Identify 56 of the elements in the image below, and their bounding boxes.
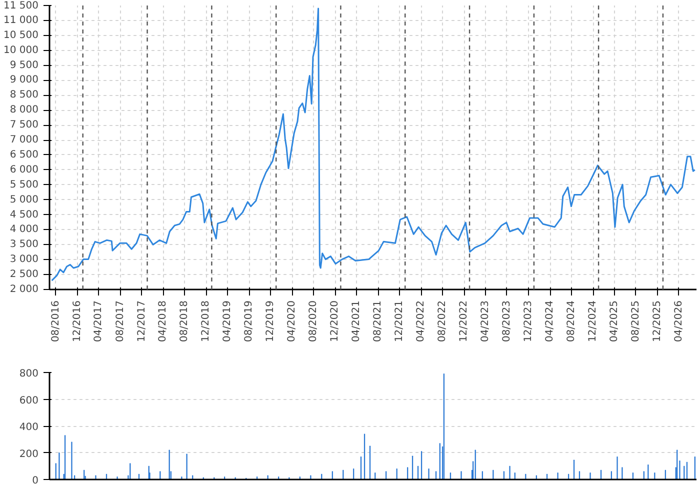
y-tick-label: 6 500 (10, 149, 39, 160)
x-tick-label: 04/2019 (222, 300, 234, 342)
y-tick-label: 800 (19, 368, 39, 380)
x-tick-label: 08/2024 (566, 300, 578, 342)
x-tick-label: 12/2017 (136, 300, 148, 342)
x-tick-label: 12/2021 (394, 300, 406, 342)
x-tick-label: 04/2023 (480, 300, 491, 342)
y-tick-label: 0 (32, 476, 39, 486)
x-tick-label: 08/2019 (244, 300, 255, 342)
x-tick-label: 08/2018 (179, 300, 190, 342)
x-tick-label: 04/2020 (286, 300, 298, 342)
x-tick-label: 12/2020 (330, 300, 341, 342)
y-tick-label: 600 (19, 395, 39, 406)
y-tick-label: 6 000 (10, 164, 39, 176)
y-tick-label: 3 000 (10, 254, 39, 266)
y-tick-label: 4 500 (10, 209, 39, 220)
x-tick-label: 12/2025 (652, 300, 663, 342)
x-tick-label: 08/2020 (308, 300, 320, 342)
x-tick-label: 12/2016 (72, 300, 83, 342)
x-tick-label: 04/2024 (544, 300, 556, 342)
y-tick-label: 9 500 (10, 60, 39, 71)
x-tick-label: 04/2021 (351, 300, 362, 342)
x-tick-label: 12/2023 (522, 300, 534, 342)
y-tick-label: 400 (19, 422, 39, 433)
x-tick-label: 12/2019 (265, 300, 276, 342)
x-tick-label: 08/2022 (437, 300, 448, 342)
x-tick-label: 08/2023 (501, 300, 512, 342)
y-tick-label: 11 500 (4, 0, 39, 12)
x-tick-label: 08/2016 (50, 300, 62, 342)
x-tick-label: 12/2018 (200, 300, 212, 342)
line-series (51, 8, 696, 282)
x-tick-label: 04/2018 (158, 300, 169, 342)
y-tick-label: 7 000 (10, 134, 39, 146)
y-tick-label: 10 000 (4, 44, 39, 56)
x-tick-label: 04/2017 (93, 300, 104, 342)
x-tick-label: 08/2025 (630, 300, 642, 342)
x-tick-label: 04/2025 (608, 300, 620, 342)
y-tick-label: 5 500 (10, 179, 39, 190)
y-tick-label: 8 000 (10, 104, 39, 116)
y-tick-label: 7 500 (10, 120, 39, 131)
x-tick-label: 04/2026 (673, 300, 684, 342)
y-tick-label: 200 (19, 448, 39, 460)
y-tick-label: 5 000 (10, 194, 39, 206)
y-tick-label: 4 000 (10, 224, 39, 236)
x-tick-label: 12/2022 (458, 300, 470, 342)
x-tick-label: 12/2024 (588, 300, 599, 342)
y-tick-label: 3 500 (10, 239, 39, 250)
x-tick-label: 08/2017 (114, 300, 126, 342)
y-tick-label: 8 500 (10, 90, 39, 101)
y-tick-label: 11 000 (4, 14, 39, 26)
y-tick-label: 10 500 (4, 30, 39, 41)
y-tick-label: 9 000 (10, 74, 39, 86)
y-tick-label: 2 500 (10, 269, 39, 280)
x-tick-label: 04/2022 (416, 300, 427, 342)
x-tick-label: 08/2021 (372, 300, 384, 342)
y-tick-label: 2 000 (10, 284, 39, 295)
